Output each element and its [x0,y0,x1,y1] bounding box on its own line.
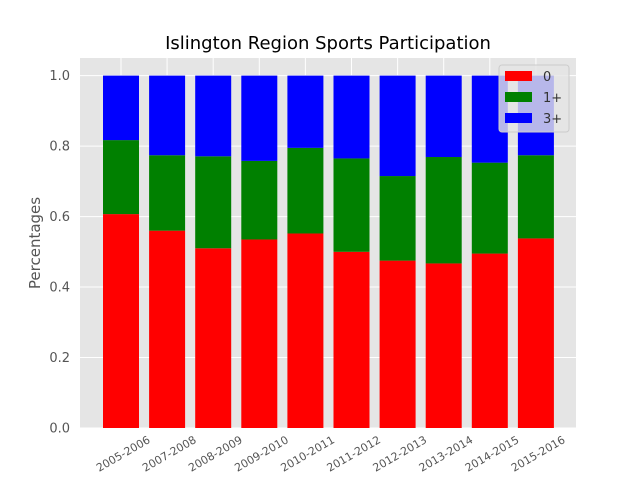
bar-segment-1plus-2007-2008 [149,155,186,231]
bar-segment-1plus-2010-2011 [287,147,324,234]
chart-title: Islington Region Sports Participation [165,33,491,54]
legend-swatch-2 [505,113,532,123]
bar-segment-3plus-2010-2011 [287,75,324,148]
bar-segment-3plus-2011-2012 [333,75,370,159]
bar-segment-0-2012-2013 [379,260,416,428]
bar-segment-3plus-2005-2006 [103,75,139,141]
y-tick-label: 0.4 [49,281,70,296]
bar-segment-1plus-2015-2016 [517,155,554,239]
bar-segment-0-2015-2016 [517,238,554,428]
bar-segment-1plus-2011-2012 [333,158,370,252]
legend-label-0: 0 [543,70,551,85]
bars [103,75,554,428]
bar-segment-3plus-2007-2008 [149,75,186,156]
legend-swatch-0 [505,71,532,81]
legend-swatch-1 [505,92,532,102]
bar-segment-3plus-2013-2014 [425,75,462,158]
bar-segment-1plus-2005-2006 [103,140,139,215]
bar-segment-0-2008-2009 [195,248,232,428]
legend: 0 1+ 3+ [498,64,570,133]
bar-segment-0-2010-2011 [287,233,324,428]
y-tick-label: 0.2 [49,351,70,366]
bar-segment-1plus-2014-2015 [471,162,508,254]
y-tick-label: 1.0 [49,69,70,84]
bar-segment-0-2009-2010 [241,239,278,428]
legend-label-1: 1+ [543,91,562,106]
bar-segment-0-2007-2008 [149,230,186,428]
y-tick-label: 0.6 [49,210,70,225]
bar-segment-1plus-2013-2014 [425,157,462,264]
bar-segment-0-2011-2012 [333,251,370,428]
bar-segment-0-2013-2014 [425,263,462,428]
y-tick-label: 0.0 [49,422,70,437]
y-axis-label: Percentages [26,197,44,289]
bar-segment-0-2014-2015 [471,253,508,428]
bar-segment-3plus-2009-2010 [241,75,278,161]
bar-segment-3plus-2012-2013 [379,75,416,177]
bar-segment-1plus-2008-2009 [195,156,232,249]
bar-segment-3plus-2008-2009 [195,75,232,157]
bar-segment-0-2005-2006 [103,214,139,428]
bar-segment-1plus-2012-2013 [379,176,416,261]
y-tick-label: 0.8 [49,140,70,155]
bar-segment-1plus-2009-2010 [241,160,278,240]
legend-label-2: 3+ [543,112,562,127]
y-tick-labels: 0.0 0.2 0.4 0.6 0.8 1.0 [49,69,70,436]
x-tick-labels: 2005-20062007-20082008-20092009-20102010… [94,433,567,474]
